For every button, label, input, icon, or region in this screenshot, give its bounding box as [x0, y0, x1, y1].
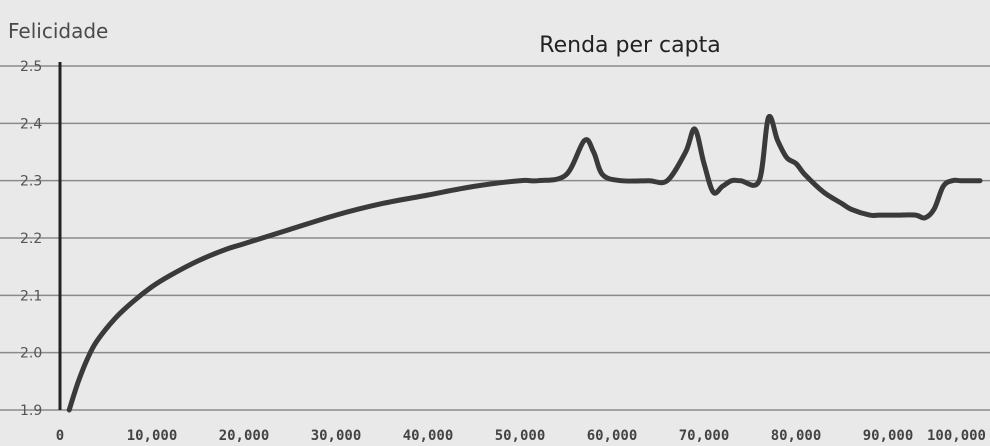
y-tick-label: 2.2: [20, 231, 42, 247]
x-tick-label: 100,000: [927, 428, 986, 444]
x-tick-label: 10,000: [127, 428, 178, 444]
x-tick-label: 70,000: [679, 428, 730, 444]
x-tick-label: 30,000: [311, 428, 362, 444]
x-tick-label: 60,000: [587, 428, 638, 444]
y-tick-label: 2.4: [20, 116, 42, 132]
y-tick-label: 2.3: [20, 174, 42, 190]
y-tick-label: 2.0: [20, 346, 42, 362]
series-layer: [66, 113, 983, 413]
y-tick-label: 1.9: [20, 403, 42, 419]
y-tick-labels: 1.9 2.0 2.1 2.2 2.3 2.4 2.5: [20, 59, 42, 419]
y-axis-label: Felicidade: [8, 19, 108, 43]
y-tick-label: 2.1: [20, 288, 42, 304]
grid-lines: [0, 65, 990, 411]
x-tick-label: 80,000: [771, 428, 822, 444]
x-tick-label: 90,000: [863, 428, 914, 444]
x-tick-label: 40,000: [403, 428, 454, 444]
series-line: [66, 113, 983, 413]
x-tick-label: 50,000: [495, 428, 546, 444]
x-tick-label: 0: [56, 428, 64, 444]
y-tick-label: 2.5: [20, 59, 42, 75]
x-tick-labels: 0 10,000 20,000 30,000 40,000 50,000 60,000 70,…: [56, 428, 986, 444]
x-tick-label: 20,000: [219, 428, 270, 444]
chart-title: Renda per capta: [539, 33, 720, 58]
